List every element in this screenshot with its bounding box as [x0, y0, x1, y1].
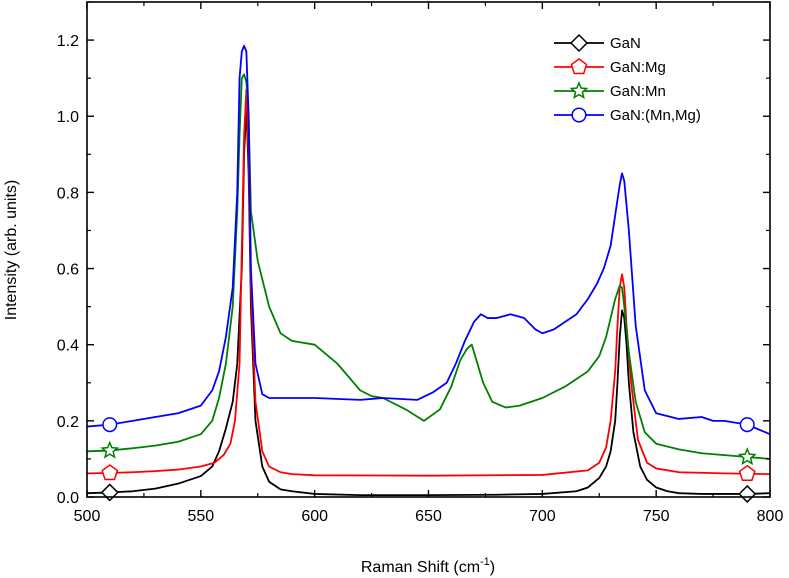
legend-item: GaN:Mg	[554, 58, 666, 76]
series-line-gan-mn	[86, 73, 771, 460]
legend-marker-pentagon	[570, 58, 588, 75]
y-tick-label: 0.2	[57, 414, 79, 431]
x-tick-label: 700	[529, 508, 556, 525]
legend-item: GaN	[554, 33, 641, 53]
y-axis-title: Intensity (arb. units)	[3, 180, 20, 321]
x-tick-label: 800	[757, 508, 784, 525]
y-tick-label: 1.0	[57, 109, 79, 126]
series-marker-diamond	[738, 484, 757, 504]
series-marker-circle	[102, 417, 118, 433]
y-axis: 0.0 0.2 0.4 0.6 0.8 1.0 1.2	[57, 1, 770, 507]
series-line-gan	[86, 103, 771, 497]
series-marker-circle	[739, 417, 755, 433]
series-marker-pentagon	[738, 464, 756, 481]
x-axis-title: Raman Shift (cm-1)	[361, 556, 495, 576]
x-axis: 500 550 600 650 700 750 800	[74, 2, 784, 525]
legend-item: GaN:(Mn,Mg)	[554, 107, 701, 124]
marker-layer	[100, 417, 757, 504]
x-tick-label: 550	[187, 508, 214, 525]
series-layer	[86, 44, 771, 497]
series-marker-star	[100, 440, 120, 459]
x-axis-title-superscript: -1	[480, 556, 490, 568]
legend-item: GaN:Mn	[554, 81, 666, 100]
y-tick-label: 0.8	[57, 185, 79, 202]
legend-label: GaN:Mn	[610, 83, 666, 100]
x-tick-label: 750	[643, 508, 670, 525]
legend-marker-star	[569, 81, 589, 100]
legend-label: GaN:(Mn,Mg)	[610, 107, 701, 124]
y-tick-label: 0.6	[57, 262, 79, 279]
legend-label: GaN:Mg	[610, 59, 666, 76]
y-tick-label: 0.0	[57, 490, 79, 507]
series-marker-star	[737, 447, 757, 466]
x-axis-title-close: )	[490, 559, 495, 576]
x-axis-title-main: Raman Shift (cm	[361, 559, 480, 576]
y-tick-label: 0.4	[57, 338, 79, 355]
y-tick-label: 1.2	[57, 33, 79, 50]
legend-marker-diamond	[569, 33, 589, 53]
series-marker-pentagon	[101, 464, 119, 481]
series-line-gan-mn-mg	[86, 44, 771, 436]
x-tick-label: 500	[74, 508, 101, 525]
x-tick-label: 650	[415, 508, 442, 525]
plot-background	[87, 2, 770, 497]
legend-marker-circle	[571, 107, 587, 123]
legend-label: GaN	[610, 35, 641, 52]
legend: GaN GaN:Mg GaN:Mn GaN:(Mn,Mg)	[554, 33, 701, 124]
x-tick-label: 600	[301, 508, 328, 525]
